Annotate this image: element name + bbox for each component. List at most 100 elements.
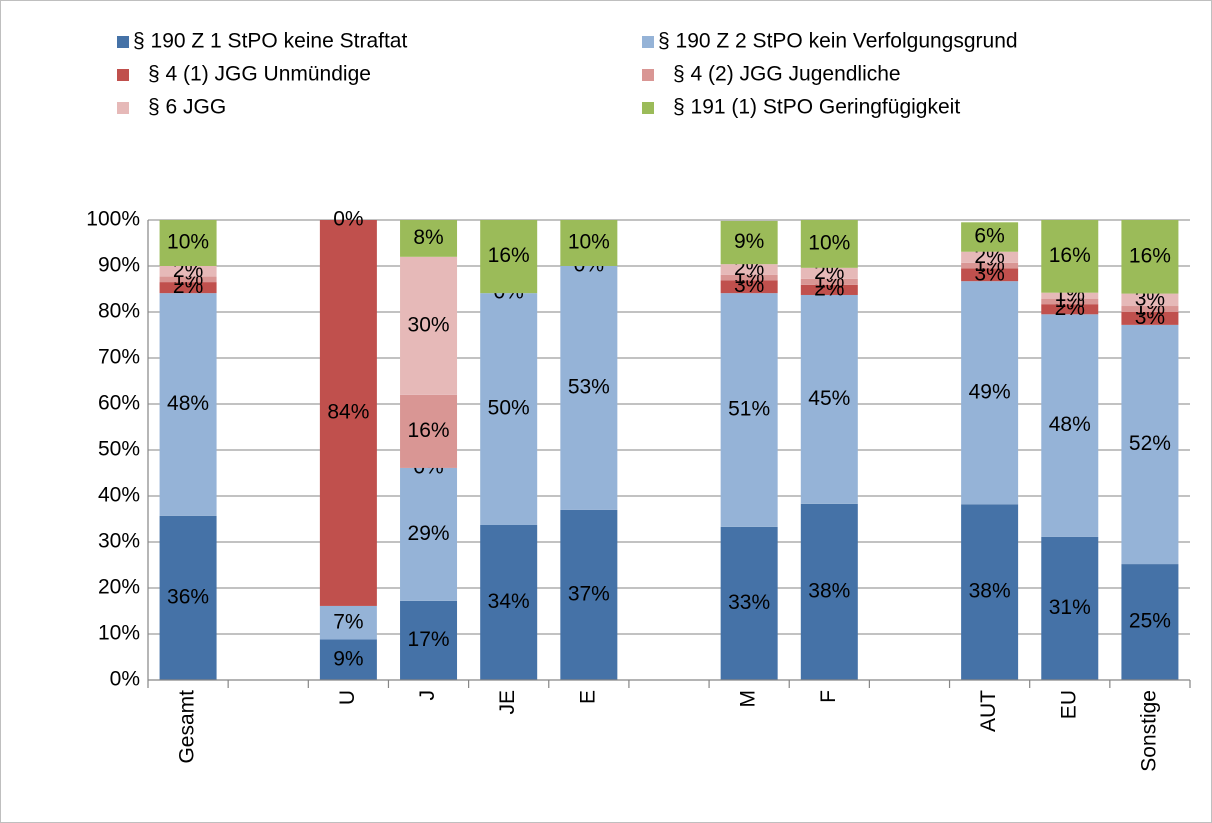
legend-label: § 4 (1) JGG Unmündige	[148, 63, 371, 86]
x-tick-label: EU	[1057, 690, 1080, 719]
data-label: 8%	[413, 226, 443, 249]
x-tick-label: F	[817, 690, 840, 703]
x-tick-label: Gesamt	[176, 690, 199, 764]
bar-segment	[159, 276, 217, 283]
bar-segment	[319, 605, 377, 640]
bar-segment	[400, 467, 458, 601]
bar-segment	[1041, 292, 1099, 299]
bar-segment	[961, 504, 1019, 680]
x-tick-label: U	[336, 690, 359, 705]
bar-segment	[1121, 220, 1179, 294]
data-label: 16%	[408, 419, 450, 442]
data-label: 10%	[568, 231, 610, 254]
x-tick-label: E	[576, 690, 599, 704]
data-label: 9%	[734, 230, 764, 253]
data-label: 45%	[808, 387, 850, 410]
data-label: 34%	[488, 590, 530, 613]
data-label: 51%	[728, 398, 770, 421]
y-tick-label: 100%	[86, 208, 140, 231]
bar-segment	[1121, 324, 1179, 565]
y-tick-label: 60%	[98, 392, 140, 415]
bar-segment	[400, 220, 458, 257]
data-label: 50%	[488, 397, 530, 420]
y-tick-label: 80%	[98, 300, 140, 323]
data-label: 0%	[333, 208, 363, 231]
legend-label: § 191 (1) StPO Geringfügigkeit	[673, 96, 960, 119]
y-tick-label: 50%	[98, 438, 140, 461]
data-label: 30%	[408, 313, 450, 336]
bar-segment	[1121, 312, 1179, 325]
bar-segment	[961, 262, 1019, 269]
bar-segment	[1041, 304, 1099, 315]
bar-segment	[720, 280, 778, 294]
legend-swatch	[117, 102, 129, 114]
data-label: 16%	[488, 244, 530, 267]
x-tick-label: Sonstige	[1137, 690, 1160, 772]
bar-segment	[961, 222, 1019, 252]
bar-segment	[961, 281, 1019, 505]
data-label: 48%	[167, 392, 209, 415]
bar-segment	[159, 293, 217, 516]
legend-swatch	[642, 102, 654, 114]
legend-label: § 190 Z 2 StPO kein Verfolgungsgrund	[658, 30, 1018, 53]
legend-label: § 6 JGG	[148, 96, 226, 119]
data-label: 36%	[167, 585, 209, 608]
legend-label: § 4 (2) JGG Jugendliche	[673, 63, 901, 86]
data-label: 9%	[333, 647, 363, 670]
data-label: 38%	[969, 580, 1011, 603]
y-tick-label: 30%	[98, 530, 140, 553]
data-label: 33%	[728, 591, 770, 614]
legend-swatch	[642, 69, 654, 81]
bar-segment	[480, 293, 538, 525]
data-label: 31%	[1049, 596, 1091, 619]
bar-segment	[800, 294, 858, 504]
y-tick-label: 40%	[98, 484, 140, 507]
bar-segment	[800, 503, 858, 680]
data-label: 16%	[1049, 244, 1091, 267]
data-label: 52%	[1129, 432, 1171, 455]
data-label: 48%	[1049, 413, 1091, 436]
y-tick-label: 20%	[98, 576, 140, 599]
bar-segment	[1121, 293, 1179, 307]
data-label: 37%	[568, 582, 610, 605]
x-tick-label: J	[416, 690, 439, 701]
x-tick-label: AUT	[977, 690, 1000, 732]
data-label: 10%	[808, 231, 850, 254]
bar-segment	[159, 266, 217, 277]
bar-segment	[319, 220, 377, 606]
data-label: 38%	[808, 579, 850, 602]
data-label: 49%	[969, 380, 1011, 403]
bar-segment	[720, 274, 778, 281]
data-label: 7%	[333, 610, 363, 633]
bar-segment	[1041, 536, 1099, 680]
bar-segment	[800, 220, 858, 268]
data-label: 25%	[1129, 610, 1171, 633]
bar-segment	[159, 515, 217, 680]
x-tick-label: JE	[496, 690, 519, 715]
legend-swatch	[642, 36, 654, 48]
data-label: 53%	[568, 375, 610, 398]
bar-segment	[720, 526, 778, 680]
y-tick-label: 10%	[98, 622, 140, 645]
bar-segment	[1121, 306, 1179, 312]
y-tick-label: 90%	[98, 254, 140, 277]
data-label: 29%	[408, 522, 450, 545]
bar-segment	[560, 220, 618, 266]
bar-segment	[400, 394, 458, 468]
bar-segment	[319, 639, 377, 680]
legend-swatch	[117, 69, 129, 81]
bar-segment	[560, 509, 618, 680]
bar-segment	[400, 256, 458, 395]
data-label: 10%	[167, 231, 209, 254]
bar-segment	[1041, 314, 1099, 537]
bar-segment	[1121, 564, 1179, 680]
bar-segment	[720, 264, 778, 275]
legend-label: § 190 Z 1 StPO keine Straftat	[133, 30, 407, 53]
bar-segment	[800, 278, 858, 285]
bar-segment	[480, 220, 538, 294]
bar-segment	[961, 251, 1019, 263]
bar-segment	[480, 524, 538, 680]
bar-segment	[1041, 220, 1099, 293]
x-tick-label: M	[737, 690, 760, 708]
data-label: 6%	[974, 225, 1004, 248]
